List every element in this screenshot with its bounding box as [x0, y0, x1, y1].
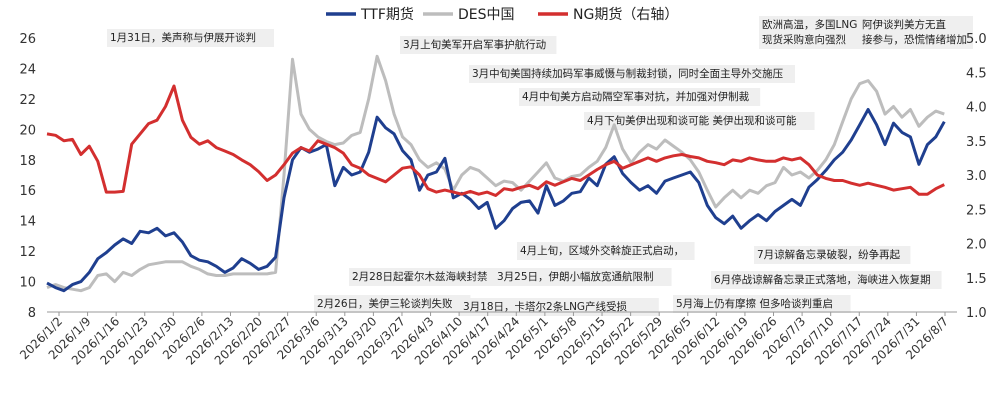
- annotation-text: 1月31日，美声称与伊展开谈判: [110, 31, 256, 44]
- y-tick-label: 26: [19, 32, 36, 47]
- annotation-text: 阿伊谈判美方无直接参与，恐慌情绪增加: [862, 18, 967, 46]
- annotation-box: [754, 246, 911, 264]
- legend-label: DES中国: [458, 7, 515, 23]
- annotation-text: 4月中旬美方启动隔空军事对抗，并加强对伊制裁: [522, 90, 750, 103]
- y2-tick-label: 3.5: [966, 135, 987, 150]
- y2-tick-label: 1.5: [966, 272, 987, 287]
- annotation-text: 3月上旬美军开启军事护航行动: [403, 38, 546, 51]
- annotation-box: [400, 36, 557, 54]
- legend-label: NG期货（右轴）: [573, 6, 678, 23]
- legend-label: TTF期货: [360, 6, 414, 23]
- y-tick-label: 18: [19, 154, 36, 169]
- annotation-text: 6月停战谅解备忘录正式落地，海峡进入恢复期: [714, 273, 931, 286]
- y-tick-label: 22: [19, 93, 36, 108]
- series-line-0: [46, 108, 946, 293]
- annotation-box: [673, 295, 851, 313]
- y2-tick-label: 1.0: [966, 306, 987, 321]
- y-tick-label: 12: [19, 245, 36, 260]
- annotation-text: 4月上旬，区域外交斡旋正式启动，: [520, 244, 684, 257]
- series-lines: [46, 54, 946, 293]
- series-line-2: [46, 84, 945, 197]
- annotation-box: [107, 29, 274, 47]
- annotation-text: 欧洲高温，多国LNG 现货采购意向强烈: [762, 18, 857, 46]
- annotation-text: 4月下旬美伊出现和谈可能 美伊出现和谈可能: [587, 114, 797, 127]
- annotation-box: [859, 16, 973, 49]
- y-tick-label: 14: [19, 215, 36, 230]
- annotation-text: 3月25日，伊朗小幅放宽通航限制: [497, 270, 654, 283]
- y-tick-label: 24: [19, 62, 36, 77]
- y2-tick-label: 3.0: [966, 169, 987, 184]
- annotation-text: 2月28日起霍尔木兹海峡封禁: [352, 270, 488, 283]
- y2-tick-label: 4.0: [966, 101, 987, 116]
- annotation-text: 3月18日，卡塔尔2条LNG产线受损: [463, 300, 628, 313]
- annotation-box: [349, 268, 506, 286]
- y-tick-label: 16: [19, 184, 36, 199]
- annotation-box: [314, 295, 471, 313]
- series-line-1: [46, 54, 945, 293]
- y-tick-label: 10: [19, 276, 36, 291]
- annotation-text: 2月26日，美伊三轮谈判失败: [317, 297, 453, 310]
- y-tick-label: 8: [28, 306, 36, 321]
- annotation-text: 7月谅解备忘录破裂，纷争再起: [757, 248, 901, 261]
- annotation-box: [584, 112, 815, 130]
- annotation-text: 3月中旬美国持续加码军事威慑与制裁封锁，同时全面主导外交施压: [472, 67, 784, 80]
- annotation-text: 5月海上仍有摩擦 但多哈谈判重启: [676, 297, 833, 310]
- annotation-box: [519, 88, 761, 106]
- y-tick-label: 20: [19, 123, 36, 138]
- y2-tick-label: 2.0: [966, 238, 987, 253]
- legend: TTF期货 DES中国 NG期货（右轴）: [326, 6, 678, 23]
- y2-tick-label: 4.5: [966, 66, 987, 81]
- annotation-box: [469, 65, 795, 83]
- annotation-box: [494, 268, 672, 286]
- annotation-box: [517, 242, 695, 260]
- annotation-box: [759, 16, 873, 49]
- y2-tick-label: 5.0: [966, 32, 987, 47]
- y2-tick-label: 2.5: [966, 203, 987, 218]
- annotations: 1月31日，美声称与伊展开谈判 3月上旬美军开启军事护航行动 3月中旬美国持续加码军…: [107, 16, 973, 316]
- annotation-box: [711, 271, 942, 289]
